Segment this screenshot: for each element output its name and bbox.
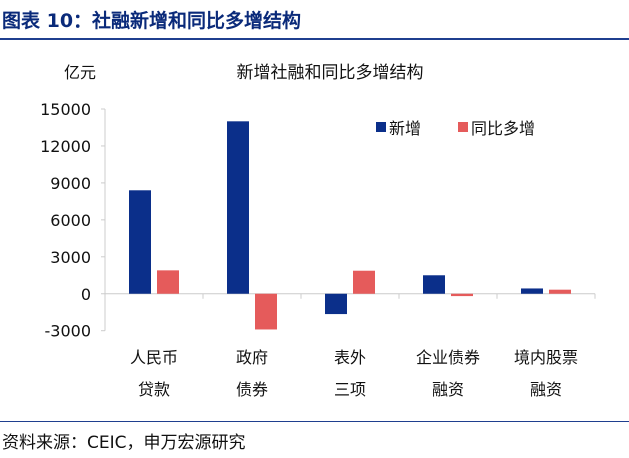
bar-xinzeng: [423, 275, 445, 294]
source-note: 资料来源：CEIC，申万宏源研究: [2, 433, 246, 453]
x-tick-label: 融资: [432, 380, 464, 399]
x-tick-label: 融资: [530, 380, 562, 399]
bar-tongbi: [255, 293, 277, 330]
x-tick-label: 贷款: [138, 380, 170, 399]
x-tick-label: 债券: [236, 380, 268, 399]
bar-tongbi: [157, 270, 179, 294]
x-tick-label: 企业债券: [416, 348, 480, 367]
y-tick-label: -3000: [45, 322, 92, 341]
bar-tongbi: [549, 289, 571, 294]
x-tick-label: 政府: [236, 348, 268, 367]
y-tick-label: 12000: [40, 137, 91, 156]
x-tick-label: 人民币: [130, 348, 178, 367]
chart: 新增社融和同比多增结构 亿元 -3000 0 3000 6000 9000 12000 1500…: [40, 63, 596, 399]
x-tick-label: 表外: [334, 348, 366, 367]
y-tick-label: 15000: [40, 100, 91, 119]
chart-title: 新增社融和同比多增结构: [237, 63, 424, 83]
x-tick-label: 三项: [334, 380, 366, 399]
x-tick-label: 境内股票: [514, 348, 578, 367]
legend-label: 同比多增: [471, 119, 535, 138]
y-tick-label: 6000: [50, 211, 91, 230]
bar-xinzeng: [227, 121, 249, 294]
bar-xinzeng: [129, 190, 151, 294]
legend-label: 新增: [389, 119, 421, 138]
legend-swatch: [458, 122, 468, 132]
footer-divider: [0, 421, 629, 422]
y-tick-label: 9000: [50, 174, 91, 193]
bar-xinzeng: [325, 293, 347, 315]
y-axis-label: 亿元: [64, 63, 96, 82]
legend-swatch: [376, 122, 386, 132]
y-tick-label: 3000: [50, 248, 91, 267]
title-divider: [0, 38, 629, 40]
bar-tongbi: [451, 293, 473, 297]
figure-title: 图表 10：社融新增和同比多增结构: [2, 10, 302, 32]
y-tick-label: 0: [81, 285, 91, 304]
bar-tongbi: [353, 270, 375, 294]
bar-xinzeng: [521, 288, 543, 294]
